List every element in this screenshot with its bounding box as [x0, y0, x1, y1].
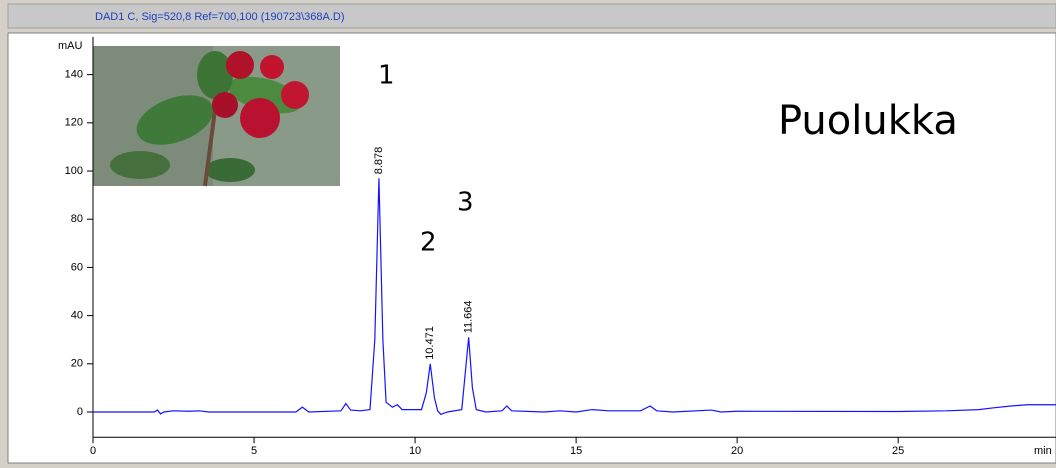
- y-tick-label: 80: [71, 213, 83, 225]
- y-tick-label: 40: [71, 310, 83, 322]
- x-tick-label: 5: [251, 445, 257, 457]
- leaf: [205, 158, 255, 182]
- peak-annotation: 2: [420, 228, 437, 258]
- berry-photo: [93, 46, 340, 186]
- y-tick-label: 100: [65, 165, 83, 177]
- peak-annotation: 1: [378, 61, 395, 91]
- y-tick-label: 120: [65, 117, 83, 129]
- y-tick-label: 140: [65, 69, 83, 81]
- berry: [240, 98, 280, 138]
- y-tick-label: 0: [77, 406, 83, 418]
- x-tick-label: 10: [409, 445, 421, 457]
- signal-title: DAD1 C, Sig=520,8 Ref=700,100 (190723\36…: [95, 11, 345, 23]
- chromatogram-window: DAD1 C, Sig=520,8 Ref=700,100 (190723\36…: [0, 0, 1056, 468]
- y-tick-label: 20: [71, 358, 83, 370]
- leaf: [110, 151, 170, 179]
- page: {"chart_data": { "type": "line", "title"…: [0, 0, 1056, 468]
- berry: [212, 92, 238, 118]
- leaf: [197, 51, 233, 99]
- peak-label: 11.664: [463, 300, 475, 333]
- x-axis-unit: min: [1034, 445, 1052, 457]
- peak-label: 8.878: [373, 147, 385, 175]
- y-tick-label: 60: [71, 261, 83, 273]
- x-tick-label: 25: [892, 445, 904, 457]
- x-tick-label: 20: [731, 445, 743, 457]
- sample-name: Puolukka: [778, 98, 958, 144]
- berry: [260, 55, 284, 79]
- y-axis-unit: mAU: [58, 40, 83, 52]
- berry: [226, 51, 254, 79]
- berry: [281, 81, 309, 109]
- peak-annotation: 3: [457, 188, 474, 218]
- peak-label: 10.471: [424, 326, 436, 360]
- x-tick-label: 0: [90, 445, 96, 457]
- x-tick-label: 15: [570, 445, 582, 457]
